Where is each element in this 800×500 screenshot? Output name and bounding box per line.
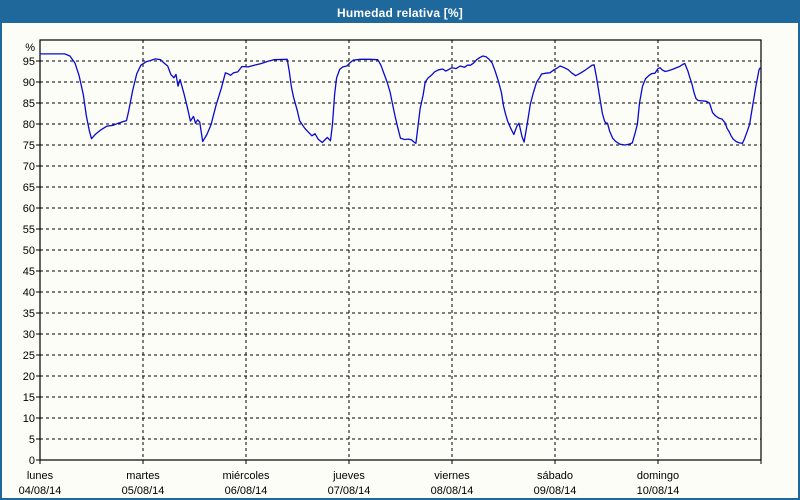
y-tick-label: 95 — [23, 56, 35, 68]
x-day-date-label: 07/08/14 — [328, 485, 371, 497]
x-day-date-label: 05/08/14 — [122, 485, 165, 497]
humidity-line — [39, 53, 761, 146]
x-day-name-label: jueves — [332, 470, 365, 482]
y-tick-label: 85 — [23, 98, 35, 110]
y-tick-label: 65 — [23, 182, 35, 194]
humidity-chart: 0 5 10 15 20 25 30 35 40 45 50 55 60 65 70 75 80 85 90 95% l… — [19, 39, 762, 497]
y-tick-label: 75 — [23, 140, 35, 152]
horizontal-gridlines — [40, 60, 761, 440]
x-day-date-label: 06/08/14 — [225, 485, 268, 497]
y-tick-label: 10 — [23, 413, 35, 425]
y-tick-label: 60 — [23, 203, 35, 215]
y-tick-label: 80 — [23, 119, 35, 131]
x-day-name-label: domingo — [637, 470, 679, 482]
vertical-gridlines — [142, 40, 659, 460]
y-tick-label: 40 — [23, 287, 35, 299]
y-tick-label: 0 — [29, 455, 35, 467]
x-day-name-label: viernes — [434, 470, 470, 482]
chart-title-bar: Humedad relativa [%] — [2, 2, 798, 23]
y-tick-label: 55 — [23, 224, 35, 236]
y-axis-unit-label: % — [25, 42, 35, 54]
x-ticks — [39, 460, 762, 464]
y-tick-label: 30 — [23, 329, 35, 341]
y-tick-label: 35 — [23, 308, 35, 320]
y-tick-labels: 0 5 10 15 20 25 30 35 40 45 50 55 60 65 70 75 80 85 90 95 — [23, 56, 35, 467]
x-day-date-label: 10/08/14 — [637, 485, 680, 497]
y-tick-label: 15 — [23, 392, 35, 404]
y-tick-label: 70 — [23, 161, 35, 173]
x-day-name-label: lunes — [27, 470, 54, 482]
y-tick-label: 5 — [29, 434, 35, 446]
y-tick-label: 45 — [23, 266, 35, 278]
x-day-date-label: 04/08/14 — [19, 485, 62, 497]
x-day-name-label: martes — [126, 470, 160, 482]
y-tick-label: 25 — [23, 350, 35, 362]
x-day-name-label: miércoles — [222, 470, 270, 482]
y-tick-label: 90 — [23, 77, 35, 89]
x-axis-labels: lunes 04/08/14 martes 05/08/14 miércoles 06/0… — [19, 470, 680, 497]
x-day-date-label: 08/08/14 — [431, 485, 474, 497]
x-day-date-label: 09/08/14 — [534, 485, 577, 497]
x-day-name-label: sábado — [537, 470, 573, 482]
y-ticks — [36, 60, 40, 461]
y-tick-label: 50 — [23, 245, 35, 257]
chart-title: Humedad relativa [%] — [336, 5, 464, 20]
y-tick-label: 20 — [23, 371, 35, 383]
